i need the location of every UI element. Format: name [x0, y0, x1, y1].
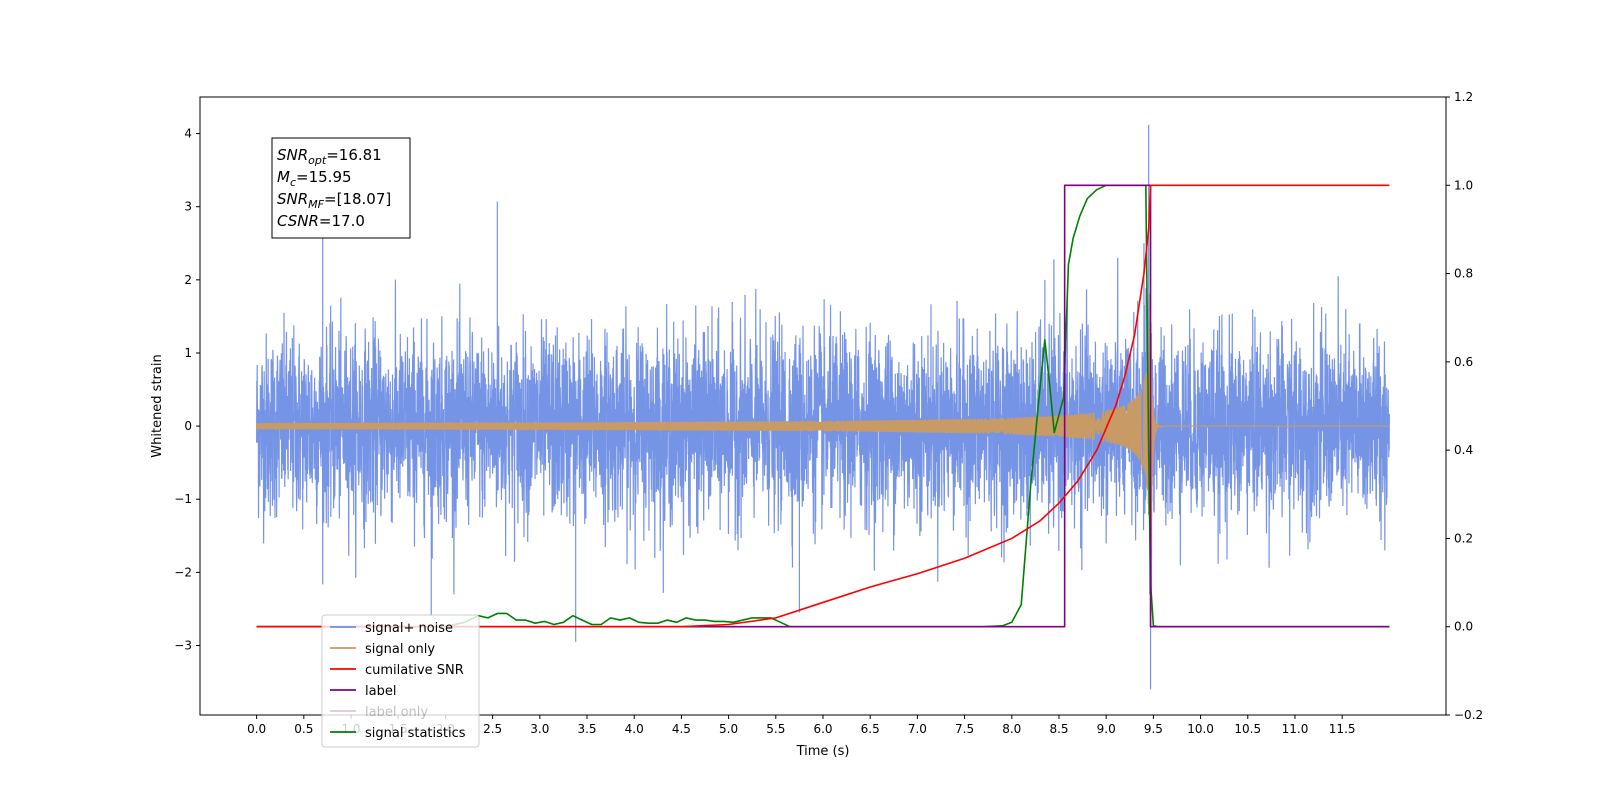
annotation-line: CSNR=17.0 [277, 212, 365, 230]
legend-entry: signal+ noise [365, 621, 453, 636]
annotation-box [271, 137, 411, 239]
y2-tick-label: −0.2 [1454, 708, 1483, 722]
series-signal-only [256, 293, 1390, 582]
x-tick-label: 10.5 [1234, 722, 1261, 736]
x-tick-label: 2.5 [483, 722, 502, 736]
y2-tick-label: 0.0 [1454, 620, 1473, 634]
x-tick-label: 8.5 [1049, 722, 1068, 736]
y-tick-label: −3 [174, 639, 192, 653]
annotation-line: Mc=15.95 [277, 168, 352, 189]
x-tick-label: 4.5 [672, 722, 691, 736]
y2-tick-label: 0.8 [1454, 267, 1473, 281]
y2-tick-label: 0.6 [1454, 355, 1473, 369]
x-tick-label: 8.0 [1002, 722, 1021, 736]
x-tick-label: 3.0 [530, 722, 549, 736]
x-tick-label: 7.0 [908, 722, 927, 736]
series-signal-plus-noise [256, 124, 1390, 690]
series-cumilative-snr [256, 184, 1390, 628]
y2-tick-label: 1.0 [1454, 178, 1473, 192]
x-tick-label: 6.5 [861, 722, 880, 736]
annotation-line: SNRopt=16.81 [277, 146, 382, 167]
legend-layer: signal+ noise signal only cumilative SNR la… [321, 614, 480, 748]
x-tick-label: 5.5 [766, 722, 785, 736]
y-tick-label: −1 [174, 492, 192, 506]
x-tick-label: 10.0 [1187, 722, 1214, 736]
y-tick-label: 3 [184, 200, 192, 214]
annotation-line: SNRMF=[18.07] [277, 190, 391, 211]
legend [321, 614, 480, 748]
x-tick-label: 4.0 [625, 722, 644, 736]
x-tick-label: 3.5 [577, 722, 596, 736]
y-tick-label: 0 [184, 419, 192, 433]
series-signal-statistics [256, 184, 1390, 628]
y-axis-label: Whitened strain [150, 354, 165, 457]
x-tick-label: 9.5 [1144, 722, 1163, 736]
legend-entry: signal statistics [365, 726, 466, 741]
legend-entry: label only [365, 705, 428, 720]
y-tick-label: −2 [174, 565, 192, 579]
y-tick-label: 2 [184, 273, 192, 287]
x-tick-label: 0.5 [294, 722, 313, 736]
x-tick-label: 0.0 [247, 722, 266, 736]
x-tick-label: 7.5 [955, 722, 974, 736]
legend-entry: label [365, 684, 396, 699]
x-tick-label: 11.5 [1329, 722, 1356, 736]
y2-tick-label: 0.2 [1454, 531, 1473, 545]
x-tick-label: 6.0 [813, 722, 832, 736]
annotation-layer: SNRopt=16.81Mc=15.95SNRMF=[18.07]CSNR=17… [271, 137, 411, 239]
x-tick-label: 11.0 [1282, 722, 1309, 736]
y-tick-label: 1 [184, 346, 192, 360]
legend-entry: signal only [365, 642, 435, 657]
x-tick-label: 5.0 [719, 722, 738, 736]
x-axis-label: Time (s) [796, 744, 850, 759]
y-tick-label: 4 [184, 127, 192, 141]
y2-tick-label: 0.4 [1454, 443, 1473, 457]
x-tick-label: 9.0 [1097, 722, 1116, 736]
series-layer [256, 124, 1390, 690]
series-label [256, 184, 1390, 628]
y2-tick-label: 1.2 [1454, 90, 1473, 104]
legend-entry: cumilative SNR [365, 663, 464, 678]
